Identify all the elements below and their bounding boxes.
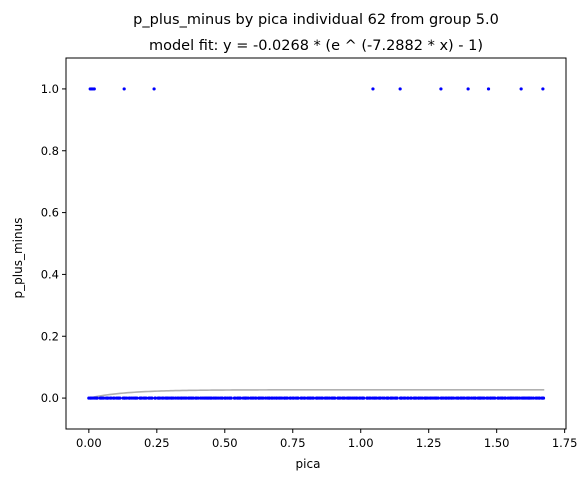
data-point xyxy=(158,396,162,400)
data-point xyxy=(292,396,296,400)
data-point xyxy=(338,396,342,400)
data-point xyxy=(493,396,497,400)
y-tick-label: 0.0 xyxy=(41,391,59,405)
data-point xyxy=(296,396,300,400)
data-point xyxy=(261,396,265,400)
chart-title: p_plus_minus by pica individual 62 from … xyxy=(133,12,499,28)
y-tick-label: 1.0 xyxy=(41,82,59,96)
x-tick-label: 0.25 xyxy=(144,436,170,450)
data-point xyxy=(150,396,154,400)
data-point xyxy=(333,396,337,400)
data-point xyxy=(519,87,523,91)
data-point xyxy=(343,396,347,400)
data-point xyxy=(371,87,375,91)
plot-frame xyxy=(65,57,567,430)
data-point xyxy=(456,396,460,400)
data-point xyxy=(482,396,486,400)
data-point xyxy=(398,87,402,91)
data-point xyxy=(537,396,542,400)
data-point xyxy=(280,396,284,400)
data-point xyxy=(233,396,237,400)
data-point xyxy=(311,396,316,400)
data-point xyxy=(375,396,379,400)
data-point xyxy=(285,396,290,400)
data-point xyxy=(320,396,325,400)
data-point xyxy=(462,396,467,400)
data-point xyxy=(541,87,545,91)
data-point xyxy=(355,396,359,400)
data-point xyxy=(191,396,196,400)
x-tick-label: 0.75 xyxy=(280,436,306,450)
data-point xyxy=(125,396,129,400)
x-tick-label: 0.50 xyxy=(212,436,238,450)
x-axis-label: pica xyxy=(296,457,321,471)
data-point xyxy=(152,87,156,91)
data-point xyxy=(541,396,546,400)
x-axis: 0.00 0.25 0.50 0.75 1.00 1.25 1.50 1.75 xyxy=(76,429,577,450)
data-point xyxy=(238,396,243,400)
data-point xyxy=(403,396,407,400)
data-point xyxy=(229,396,233,400)
data-point xyxy=(420,396,424,400)
data-point xyxy=(386,396,390,400)
data-point xyxy=(135,396,139,400)
data-point xyxy=(327,396,332,400)
data-point xyxy=(153,396,157,400)
data-point xyxy=(95,396,99,400)
points-layer xyxy=(87,87,546,400)
data-point xyxy=(436,396,440,400)
data-point xyxy=(406,396,410,400)
y-tick-label: 0.6 xyxy=(41,206,59,220)
data-point xyxy=(303,396,307,400)
data-point xyxy=(452,396,456,400)
data-point xyxy=(92,87,96,91)
x-tick-label: 1.25 xyxy=(416,436,442,450)
data-point xyxy=(503,396,508,400)
y-axis: 0.0 0.2 0.4 0.6 0.8 1.0 xyxy=(41,82,66,405)
data-point xyxy=(467,396,471,400)
data-point xyxy=(246,396,250,400)
data-point xyxy=(122,87,126,91)
data-point xyxy=(395,396,399,400)
data-point xyxy=(144,396,148,400)
data-point xyxy=(220,396,225,400)
fit-curve xyxy=(88,389,545,399)
data-point xyxy=(382,396,386,400)
data-point xyxy=(112,396,116,400)
data-point xyxy=(109,396,113,400)
data-point xyxy=(409,396,413,400)
plot-area xyxy=(65,57,567,430)
x-tick-label: 1.50 xyxy=(484,436,510,450)
y-tick-label: 0.8 xyxy=(41,144,59,158)
data-point xyxy=(531,396,535,400)
data-point xyxy=(106,396,110,400)
data-point xyxy=(196,396,200,400)
data-point xyxy=(486,87,491,91)
y-axis-label: p_plus_minus xyxy=(11,218,25,299)
x-tick-label: 1.00 xyxy=(348,436,374,450)
data-point xyxy=(171,396,175,400)
y-tick-label: 0.4 xyxy=(41,267,59,281)
data-point xyxy=(102,396,106,400)
data-point xyxy=(414,396,418,400)
chart-subtitle: model fit: y = -0.0268 * (e ^ (-7.2882 *… xyxy=(149,38,483,54)
y-tick-label: 0.2 xyxy=(41,329,59,343)
data-point xyxy=(118,396,122,400)
data-point xyxy=(486,396,490,400)
data-point xyxy=(466,87,470,91)
data-point xyxy=(184,396,188,400)
x-tick-label: 0.00 xyxy=(76,436,102,450)
data-point xyxy=(518,396,522,400)
x-tick-label: 1.75 xyxy=(552,436,578,450)
data-point xyxy=(254,396,258,400)
fit-curve-layer xyxy=(88,389,545,399)
data-point xyxy=(473,396,478,400)
data-point xyxy=(439,87,443,91)
data-point xyxy=(362,396,366,400)
